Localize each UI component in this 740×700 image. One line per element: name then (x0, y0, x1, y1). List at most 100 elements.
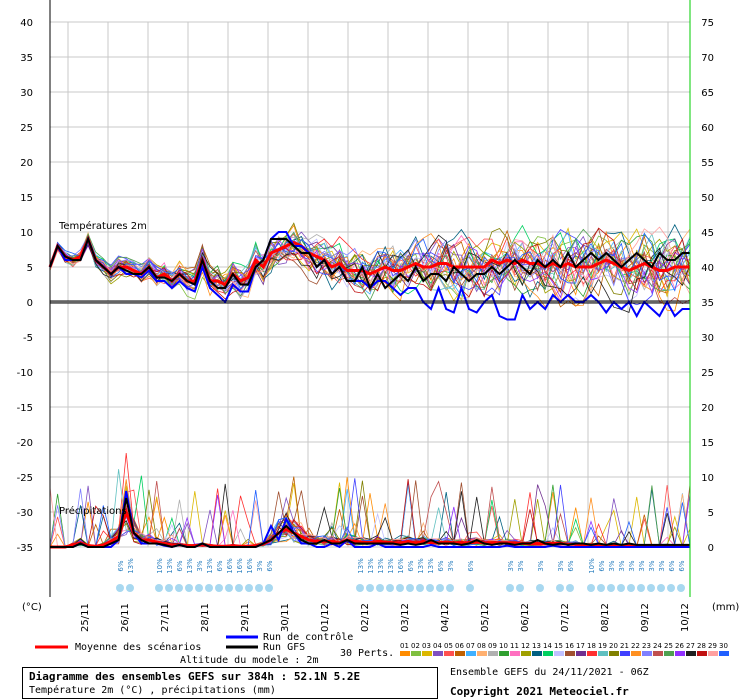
snow-flake-icon (185, 584, 193, 592)
perturbation-color-swatch (455, 651, 465, 656)
x-tick-label: 03/12 (400, 603, 411, 632)
perturbation-id: 29 (708, 642, 717, 650)
snow-flake-icon (225, 584, 233, 592)
snow-prob-label: 13% (377, 558, 385, 574)
y-right-tick-label: 65 (701, 88, 714, 99)
snow-flake-icon (627, 584, 635, 592)
snow-prob-label: 3% (557, 560, 565, 571)
perturbation-id: 21 (620, 642, 629, 650)
legend: 01 02 03 04 05 06 07 08 09 10 11 12 13 14 15 16 17 18 19 20… (35, 635, 729, 656)
perturbation-color-swatch (620, 651, 630, 656)
perturbation-id: 28 (697, 642, 706, 650)
snow-flake-icon (657, 584, 665, 592)
perturbation-id: 08 (477, 642, 486, 650)
snow-flake-icon (265, 584, 273, 592)
x-tick-label: 29/11 (240, 603, 251, 632)
perturbation-id: 03 (422, 642, 431, 650)
snow-prob-label: 13% (427, 558, 435, 574)
perturbation-id: 14 (543, 642, 552, 650)
snow-prob-label: 6% (176, 560, 184, 571)
perturbation-temp-line (49, 232, 691, 292)
y-left-tick-label: -10 (17, 368, 33, 379)
y-left-tick-label: -25 (17, 473, 33, 484)
y-left-tick-label: 30 (20, 88, 33, 99)
perturbation-id: 27 (686, 642, 695, 650)
snow-flake-icon (677, 584, 685, 592)
snow-prob-label: 10% (588, 558, 596, 574)
ensemble-run-label: Ensemble GEFS du 24/11/2021 - 06Z (450, 667, 649, 678)
snow-flake-icon (607, 584, 615, 592)
y-right-tick-label: 10 (701, 473, 714, 484)
perturbation-id: 15 (554, 642, 563, 650)
snow-flake-icon (667, 584, 675, 592)
snow-prob-label: 3% (507, 560, 515, 571)
gfs-precip-line (50, 497, 690, 549)
y-left-tick-label: 0 (27, 298, 33, 309)
snow-prob-label: 13% (357, 558, 365, 574)
perturbation-color-swatch (686, 651, 696, 656)
snow-prob-label: 6% (407, 560, 415, 571)
x-tick-label: 30/11 (280, 603, 291, 632)
y-right-tick-label: 45 (701, 228, 714, 239)
perturbation-id: 09 (488, 642, 497, 650)
snow-flake-icon (566, 584, 574, 592)
x-tick-label: 04/12 (440, 603, 451, 632)
snow-prob-label: 13% (166, 558, 174, 574)
y-right-tick-label: 15 (701, 438, 714, 449)
legend-mean-label: Moyenne des scénarios (75, 642, 202, 653)
y-left-tick-label: 5 (27, 263, 33, 274)
y-left-tick-label: 35 (20, 53, 33, 64)
snow-prob-label: 16% (236, 558, 244, 574)
snow-flake-icon (406, 584, 414, 592)
snow-flake-icon (235, 584, 243, 592)
perturbation-color-swatch (477, 651, 487, 656)
perturbation-color-swatch (664, 651, 674, 656)
y-left-tick-label: 25 (20, 123, 33, 134)
snow-prob-label: 6% (216, 560, 224, 571)
perturbation-color-swatch (697, 651, 707, 656)
perturbation-color-swatch (554, 651, 564, 656)
perturbation-color-swatch (444, 651, 454, 656)
y-right-tick-label: 30 (701, 333, 714, 344)
x-tick-label: 09/12 (640, 603, 651, 632)
x-tick-label: 06/12 (520, 603, 531, 632)
y-right-tick-label: 5 (708, 508, 714, 519)
perturbation-id: 06 (455, 642, 464, 650)
snow-prob-label: 6% (266, 560, 274, 571)
perturbation-id: 12 (521, 642, 530, 650)
snow-flake-icon (396, 584, 404, 592)
snow-prob-label: 16% (246, 558, 254, 574)
snow-prob-label: 13% (186, 558, 194, 574)
snow-prob-label: 3% (196, 560, 204, 571)
snow-flake-icon (556, 584, 564, 592)
snow-flake-icon (446, 584, 454, 592)
perturbation-color-swatch (521, 651, 531, 656)
x-tick-label: 05/12 (480, 603, 491, 632)
y-left-tick-label: -30 (17, 508, 33, 519)
x-tick-label: 27/11 (160, 603, 171, 632)
snow-prob-label: 6% (598, 560, 606, 571)
copyright: Copyright 2021 Meteociel.fr (450, 685, 629, 698)
y-right-tick-label: 50 (701, 193, 714, 204)
snow-prob-label: 13% (367, 558, 375, 574)
x-tick-label: 26/11 (120, 603, 131, 632)
perturbation-color-swatch (576, 651, 586, 656)
perturbation-id: 26 (675, 642, 684, 650)
x-tick-label: 10/12 (680, 603, 691, 632)
y-left-tick-label: -15 (17, 403, 33, 414)
y-left-tick-label: 10 (20, 228, 33, 239)
snow-flake-icon (536, 584, 544, 592)
perturbation-color-swatch (609, 651, 619, 656)
snow-prob-label: 6% (668, 560, 676, 571)
x-tick-label: 02/12 (360, 603, 371, 632)
perturbation-temp-line (49, 227, 691, 300)
perturbation-id: 02 (411, 642, 420, 650)
snow-prob-label: 3% (608, 560, 616, 571)
main-series (48, 231, 690, 549)
x-tick-label: 25/11 (80, 603, 91, 632)
x-tick-label: 28/11 (200, 603, 211, 632)
snow-flake-icon (597, 584, 605, 592)
snow-flake-icon (255, 584, 263, 592)
